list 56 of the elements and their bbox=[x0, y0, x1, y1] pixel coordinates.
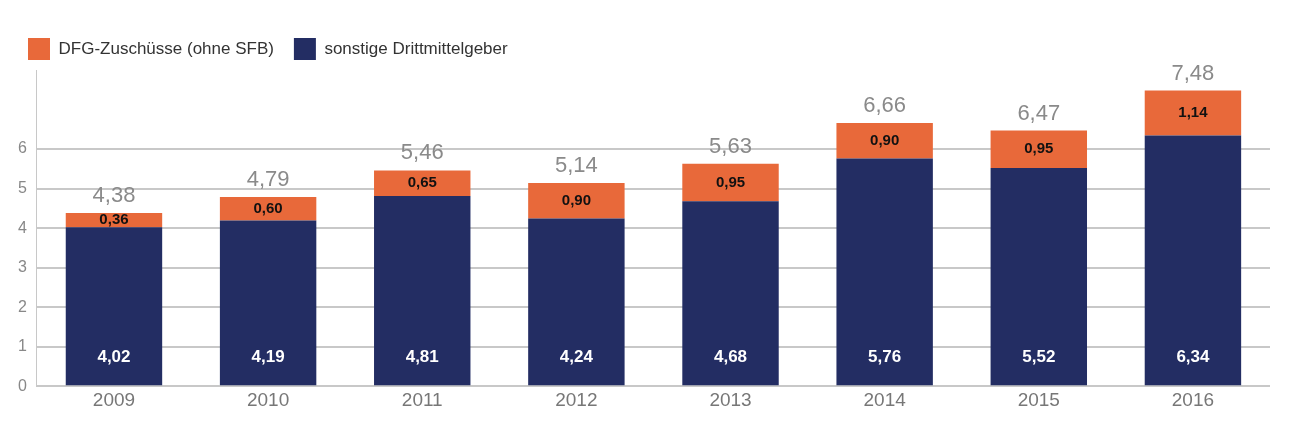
total-label: 4,38 bbox=[92, 182, 136, 208]
data-label: 6,34 bbox=[1176, 346, 1211, 366]
x-tick-label: 2013 bbox=[709, 388, 752, 410]
data-label: 0,60 bbox=[253, 198, 283, 216]
bar bbox=[1144, 90, 1242, 136]
total-label: 5,46 bbox=[400, 139, 444, 165]
total-label: 4,79 bbox=[246, 165, 290, 191]
legend-label: DFG-Zuschüsse (ohne SFB) bbox=[58, 38, 274, 58]
data-label: 0,95 bbox=[715, 172, 746, 190]
bar bbox=[836, 158, 933, 386]
x-tick-label: 2012 bbox=[555, 388, 598, 410]
data-label: 0,90 bbox=[870, 130, 900, 148]
bar bbox=[219, 220, 317, 386]
data-label: 0,36 bbox=[99, 210, 129, 228]
y-tick-label: 5 bbox=[17, 178, 27, 196]
data-label: 0,95 bbox=[1024, 139, 1054, 157]
bar bbox=[528, 218, 625, 386]
data-label: 0,65 bbox=[407, 173, 437, 191]
data-label: 0,90 bbox=[561, 190, 591, 208]
data-label: 1,14 bbox=[1178, 103, 1209, 121]
bar bbox=[990, 168, 1088, 386]
y-tick-label: 0 bbox=[17, 376, 27, 394]
x-tick-label: 2015 bbox=[1017, 388, 1060, 410]
total-label: 5,14 bbox=[554, 152, 598, 178]
bar bbox=[219, 196, 317, 221]
data-label: 5,52 bbox=[1022, 346, 1056, 366]
bar bbox=[65, 227, 163, 386]
bar bbox=[374, 196, 471, 386]
bar bbox=[836, 122, 933, 159]
bar bbox=[682, 201, 779, 386]
bar bbox=[990, 130, 1088, 169]
y-tick-label: 4 bbox=[17, 218, 27, 236]
total-label: 6,66 bbox=[863, 92, 907, 118]
total-label: 6,47 bbox=[1017, 99, 1061, 125]
data-label: 4,24 bbox=[559, 346, 594, 366]
x-tick-label: 2009 bbox=[92, 388, 136, 410]
total-label: 5,63 bbox=[709, 132, 752, 158]
y-tick-label: 1 bbox=[17, 337, 27, 355]
bar bbox=[682, 163, 779, 202]
bar bbox=[374, 170, 471, 197]
y-tick-label: 6 bbox=[17, 139, 27, 157]
data-label: 4,19 bbox=[251, 346, 285, 366]
data-label: 4,02 bbox=[97, 346, 131, 366]
y-tick-label: 3 bbox=[17, 258, 27, 276]
data-label: 4,81 bbox=[405, 346, 439, 366]
legend-label: sonstige Drittmittelgeber bbox=[324, 38, 509, 58]
y-tick-label: 2 bbox=[17, 297, 27, 315]
data-label: 4,68 bbox=[713, 346, 748, 366]
x-tick-label: 2010 bbox=[246, 388, 290, 410]
x-tick-label: 2016 bbox=[1171, 388, 1215, 410]
x-tick-label: 2011 bbox=[401, 388, 443, 410]
total-label: 7,48 bbox=[1171, 59, 1215, 85]
data-label: 5,76 bbox=[868, 346, 902, 366]
x-tick-label: 2014 bbox=[863, 388, 907, 410]
bar bbox=[528, 183, 625, 219]
bar bbox=[1144, 135, 1242, 386]
